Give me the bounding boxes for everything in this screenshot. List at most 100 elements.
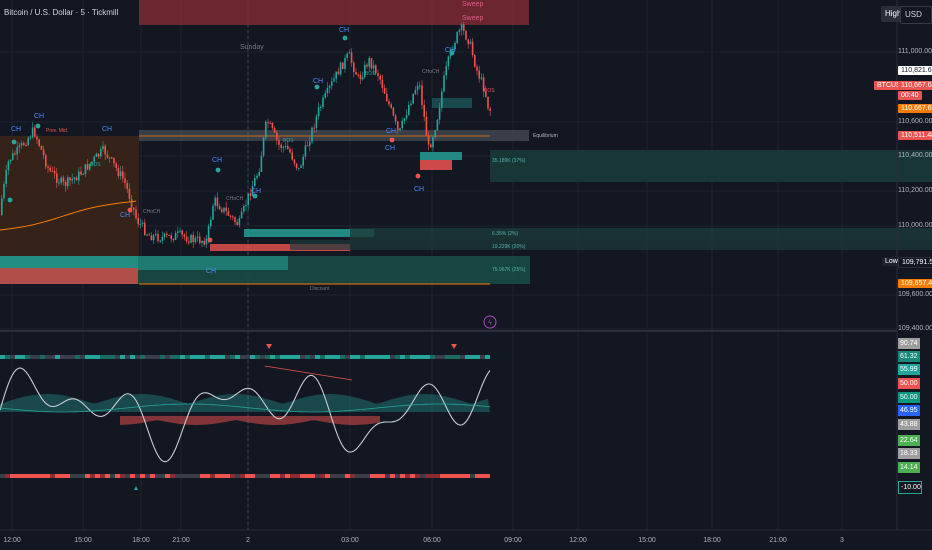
lightning-icon[interactable] [483,315,497,329]
band-cell [170,474,175,478]
structure-dot [252,193,258,199]
candle-body [304,145,307,157]
time-tick[interactable]: 15:00 [638,537,656,544]
candle-body [113,157,115,164]
candle-body [84,164,87,174]
oscillator-line [0,367,491,463]
demand-block-4 [420,152,462,160]
band-cell [275,474,280,478]
time-tick[interactable]: 12:00 [569,537,587,544]
candle-body [133,207,135,210]
candle-body [445,66,447,76]
candle-body [117,167,120,176]
time-tick[interactable]: 21:00 [769,537,787,544]
price-tick[interactable]: 110,400.00 [898,152,932,159]
band-cell [415,474,420,478]
indicator-value-badge: 50.00 [898,378,920,389]
zone-label-2: 6.35% (2%) [492,231,519,237]
candle-body [3,183,5,199]
price-tick[interactable]: 109,400.00 [898,325,932,332]
time-tick[interactable]: 21:00 [172,537,190,544]
time-tick[interactable]: 09:00 [504,537,522,544]
candle-body [258,171,260,176]
band-cell [310,355,315,359]
candle-body [465,31,467,40]
time-tick[interactable]: 18:00 [703,537,721,544]
candle-body [295,163,298,169]
band-cell [160,474,165,478]
candle-body [159,240,161,242]
candle-body [216,197,219,207]
equilibrium-label: Equilibrium [533,133,558,139]
currency-button[interactable]: USD [900,6,932,24]
band-cell [335,474,340,478]
band-cell [385,355,390,359]
candle-body [29,137,32,139]
price-tick[interactable]: 110,000.00 [898,222,932,229]
candle-body [480,77,483,79]
band-cell [135,474,140,478]
band-cell [205,355,210,359]
band-cell [450,474,455,478]
time-tick[interactable]: 06:00 [423,537,441,544]
candle-body [139,223,142,225]
low-label-badge: Low [882,257,901,266]
time-tick[interactable]: 3 [840,537,844,544]
equilibrium-zone [139,130,529,141]
price-tick[interactable]: 110,600.00 [898,118,932,125]
band-cell [130,355,135,359]
band-cell [305,474,310,478]
band-cell [400,474,405,478]
candle-body [73,177,76,179]
time-tick[interactable]: 15:00 [74,537,92,544]
band-cell [455,355,460,359]
band-cell [345,355,350,359]
band-cell [415,355,420,359]
band-cell [275,355,280,359]
candle-body [148,234,150,236]
price-tick[interactable]: 109,600.00 [898,291,932,298]
band-cell [315,474,320,478]
candle-body [181,230,183,235]
candle-body [456,31,458,43]
candle-body [438,107,441,120]
price-tick[interactable]: 111,000.00 [898,48,932,55]
candle-body [25,145,27,147]
time-tick[interactable]: 2 [246,537,250,544]
time-tick[interactable]: 12:00 [3,537,21,544]
price-tick[interactable]: 110,200.00 [898,187,932,194]
moving-average-line [0,200,137,231]
candle-body [315,116,318,128]
band-cell [65,474,70,478]
band-cell [200,355,205,359]
band-cell [260,355,265,359]
band-cell [355,355,360,359]
candle-body [474,55,476,67]
candle-body [289,149,291,153]
band-cell [25,474,30,478]
band-cell [65,355,70,359]
candle-body [317,107,320,117]
candle-body [205,238,208,245]
candle-body [436,119,439,131]
candle-body [42,149,45,156]
candle-body [267,121,269,123]
candle-body [157,233,159,241]
band-cell [430,474,435,478]
candle-body [249,193,252,196]
candle-body [359,74,362,80]
candle-body [482,77,485,92]
band-cell [435,355,440,359]
structure-dot [35,123,41,129]
band-cell [90,474,95,478]
symbol-title[interactable]: Bitcoin / U.S. Dollar · 5 · Tickmill [4,8,119,17]
time-tick[interactable]: 03:00 [341,537,359,544]
time-tick[interactable]: 18:00 [132,537,150,544]
high-button[interactable]: High [881,6,905,22]
candle-body [403,118,406,121]
band-cell [165,355,170,359]
band-cell [255,355,260,359]
candle-body [328,85,331,88]
choch-label: CH [339,27,350,34]
